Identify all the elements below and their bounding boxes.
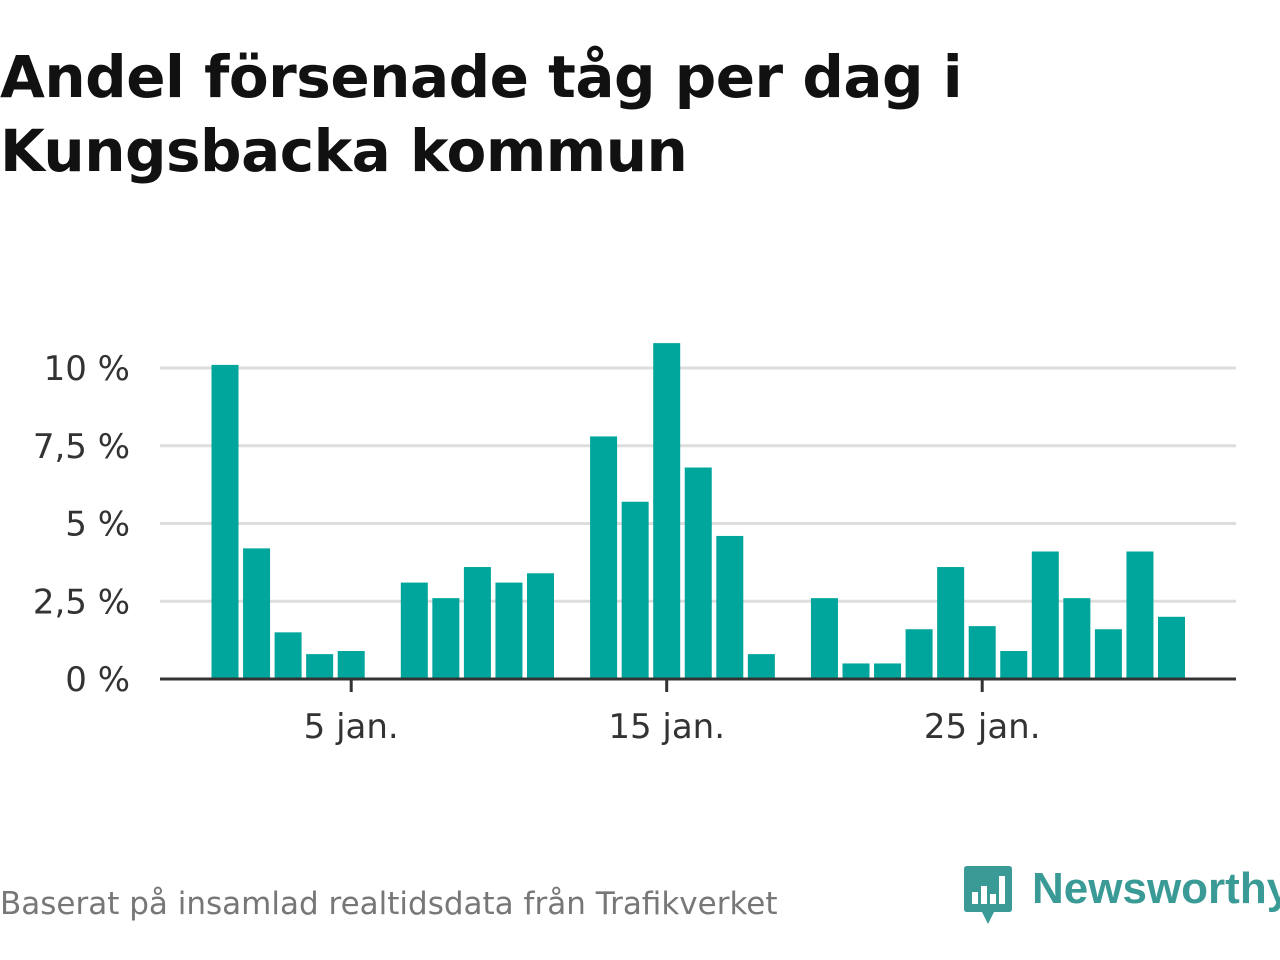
bar-day-26 xyxy=(1000,651,1028,679)
bar-day-22 xyxy=(874,663,902,679)
bar-day-9 xyxy=(463,567,491,679)
bar-day-30 xyxy=(1126,551,1154,679)
y-tick-label: 7,5 % xyxy=(33,427,130,467)
bar-day-10 xyxy=(495,582,523,679)
bar-day-16 xyxy=(684,467,712,679)
x-tick-label: 15 jan. xyxy=(608,707,725,747)
bar-day-24 xyxy=(937,567,965,679)
x-tick-label: 25 jan. xyxy=(924,707,1041,747)
y-tick-labels: 0 % 2,5 % 5 % 7,5 % 10 % xyxy=(33,349,130,700)
bar-day-13 xyxy=(590,436,618,679)
y-tick-label: 5 % xyxy=(65,505,130,545)
bar-day-31 xyxy=(1158,616,1185,679)
bar-day-21 xyxy=(842,663,870,679)
bar-day-23 xyxy=(905,629,933,679)
bar-day-8 xyxy=(432,598,460,679)
bar-day-28 xyxy=(1063,598,1091,679)
bar-day-29 xyxy=(1094,629,1122,679)
x-tick-label: 5 jan. xyxy=(304,707,399,747)
bar-day-2 xyxy=(243,548,271,679)
bars xyxy=(211,343,1185,679)
bar-day-4 xyxy=(306,654,334,679)
logo-text: Newsworthy xyxy=(1032,864,1280,913)
bar-day-18 xyxy=(747,654,775,679)
bar-day-7 xyxy=(400,582,428,679)
bar-day-20 xyxy=(810,598,838,679)
y-tick-label: 0 % xyxy=(65,660,130,700)
bar-day-3 xyxy=(274,632,302,679)
bar-day-5 xyxy=(337,651,365,679)
y-tick-label: 10 % xyxy=(44,349,130,389)
bar-day-1 xyxy=(211,364,239,679)
source-note: Baserat på insamlad realtidsdata från Tr… xyxy=(0,886,778,922)
bar-chart: 0 % 2,5 % 5 % 7,5 % 10 % 5 jan. 15 jan. 25 jan… xyxy=(33,343,1236,747)
bar-day-15 xyxy=(653,343,681,679)
x-tick-labels: 5 jan. 15 jan. 25 jan. xyxy=(304,707,1041,747)
bar-day-17 xyxy=(716,535,744,679)
bar-day-11 xyxy=(527,573,554,679)
bar-day-27 xyxy=(1031,551,1059,679)
newsworthy-chart-bubble-icon xyxy=(964,866,1012,924)
newsworthy-logo: Newsworthy xyxy=(962,864,1280,928)
bar-day-14 xyxy=(621,501,649,679)
chart-title: Andel försenade tåg per dag i Kungsbacka… xyxy=(0,43,963,185)
x-axis xyxy=(160,677,1236,692)
y-tick-label: 2,5 % xyxy=(33,582,130,622)
bar-day-25 xyxy=(968,626,996,679)
